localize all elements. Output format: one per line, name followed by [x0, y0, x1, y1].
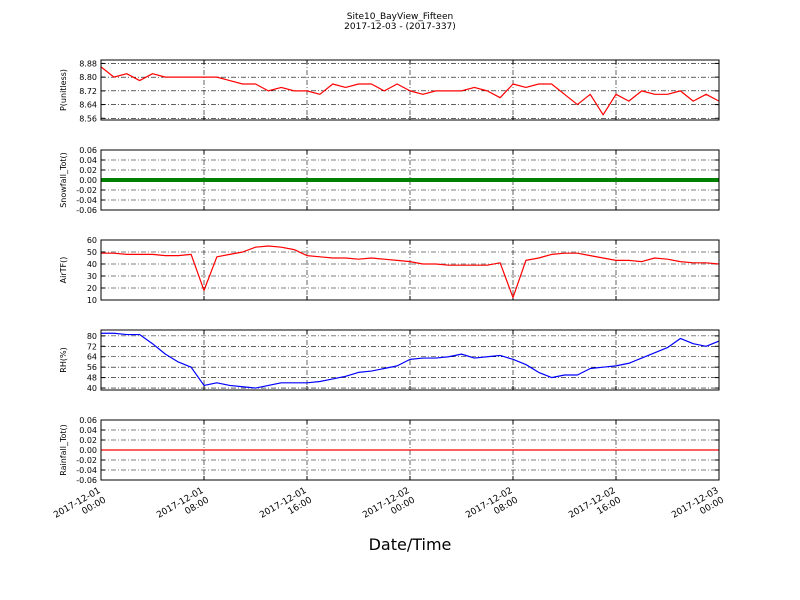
y-tick-label: 40: [87, 260, 97, 269]
y-axis-label: Snowfall_Tot(): [59, 152, 68, 208]
y-tick-label: 0.00: [79, 446, 97, 455]
y-tick-label: 0.06: [79, 416, 97, 425]
y-tick-label: 8.72: [79, 87, 97, 96]
axes-frame: [100, 149, 720, 211]
y-tick-label: 0.04: [79, 156, 97, 165]
y-tick-label: 0.02: [79, 436, 97, 445]
axes-frame: [100, 329, 720, 391]
plot-area: [101, 66, 719, 116]
y-tick-label: 48: [87, 374, 97, 383]
chart-subtitle: 2017-12-03 - (2017-337): [344, 22, 456, 32]
y-axis-label: AirTF(): [59, 257, 68, 284]
axes-frame: [100, 239, 720, 301]
y-tick-label: 8.80: [79, 73, 97, 82]
y-tick-label: 0.06: [79, 146, 97, 155]
y-tick-label: 72: [87, 342, 97, 351]
y-axis-label: Rainfall_Tot(): [59, 424, 68, 476]
y-tick-label: 30: [87, 272, 97, 281]
y-tick-label: -0.06: [76, 206, 97, 215]
y-tick-label: 8.56: [79, 114, 97, 123]
y-tick-label: -0.02: [76, 186, 97, 195]
y-tick-label: 10: [87, 296, 97, 305]
y-tick-label: -0.04: [76, 196, 97, 205]
y-tick-label: 60: [87, 236, 97, 245]
y-tick-label: 0.00: [79, 176, 97, 185]
y-tick-label: 20: [87, 284, 97, 293]
y-tick-label: 0.02: [79, 166, 97, 175]
x-axis-label: Date/Time: [369, 535, 452, 554]
y-tick-label: 8.64: [79, 101, 97, 110]
y-tick-label: 0.04: [79, 426, 97, 435]
y-tick-label: -0.02: [76, 456, 97, 465]
y-tick-label: 80: [87, 332, 97, 341]
y-tick-label: 50: [87, 248, 97, 257]
y-tick-label: -0.04: [76, 466, 97, 475]
chart-title: Site10_BayView_Fifteen: [347, 12, 453, 22]
data-line: [101, 66, 719, 116]
plot-area: [101, 245, 719, 299]
y-tick-label: -0.06: [76, 476, 97, 485]
axes-frame: [100, 419, 720, 481]
plot-area: [101, 332, 719, 389]
y-tick-label: 8.88: [79, 59, 97, 68]
y-tick-label: 64: [87, 353, 97, 362]
data-line: [101, 245, 719, 299]
y-axis-label: RH(%): [59, 347, 68, 372]
y-tick-label: 40: [87, 384, 97, 393]
axes-frame: [100, 59, 720, 121]
data-line: [101, 332, 719, 389]
y-tick-label: 56: [87, 363, 97, 372]
y-axis-label: P(unitless): [59, 69, 68, 111]
